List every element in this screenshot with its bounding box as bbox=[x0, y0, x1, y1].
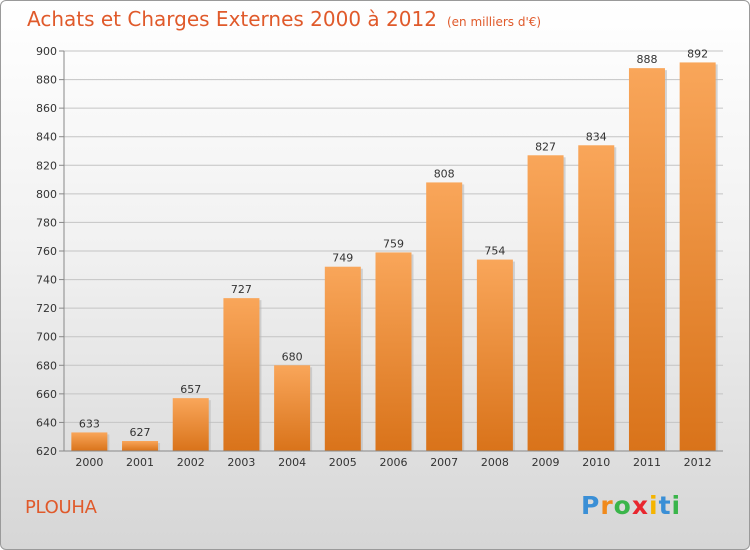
x-tick-label: 2012 bbox=[684, 456, 712, 469]
x-tick-label: 2008 bbox=[481, 456, 509, 469]
x-tick-label: 2004 bbox=[278, 456, 306, 469]
bar bbox=[578, 145, 615, 452]
y-tick-label: 800 bbox=[36, 188, 57, 201]
x-tick-label: 2009 bbox=[532, 456, 560, 469]
x-tick-label: 2000 bbox=[75, 456, 103, 469]
bar-value-label: 633 bbox=[79, 417, 100, 430]
bar bbox=[426, 182, 463, 451]
y-tick-label: 760 bbox=[36, 245, 57, 258]
y-tick-label: 900 bbox=[36, 45, 57, 58]
x-tick-label: 2011 bbox=[633, 456, 661, 469]
bar bbox=[527, 155, 564, 452]
x-tick-label: 2006 bbox=[380, 456, 408, 469]
bar bbox=[476, 259, 513, 451]
x-tick-label: 2001 bbox=[126, 456, 154, 469]
y-tick-label: 680 bbox=[36, 359, 57, 372]
logo-letter: o bbox=[613, 491, 632, 520]
x-axis: 2000 2001 2002 2003 2004 2005 2006 2007 2008 2009… bbox=[75, 456, 711, 469]
y-tick-label: 700 bbox=[36, 331, 57, 344]
bar-value-label: 627 bbox=[130, 426, 151, 439]
bar bbox=[223, 298, 260, 451]
x-tick-label: 2005 bbox=[329, 456, 357, 469]
location-label: PLOUHA bbox=[25, 497, 97, 518]
bar-value-label: 892 bbox=[687, 47, 708, 60]
chart-subtitle: (en milliers d'€) bbox=[446, 15, 542, 29]
bar-value-label: 727 bbox=[231, 283, 252, 296]
data-labels: 633 627 657 727 680 749 759 808 754 827 834 888 892 bbox=[79, 47, 708, 439]
bar-value-label: 754 bbox=[484, 245, 505, 258]
y-tick-label: 880 bbox=[36, 74, 57, 87]
bar-value-label: 808 bbox=[434, 167, 455, 180]
x-tick-label: 2007 bbox=[430, 456, 458, 469]
bar-value-label: 749 bbox=[332, 252, 353, 265]
bar bbox=[375, 252, 412, 451]
y-tick-label: 660 bbox=[36, 388, 57, 401]
chart-title: Achats et Charges Externes 2000 à 2012 bbox=[27, 7, 437, 31]
bar-value-label: 888 bbox=[636, 53, 657, 66]
bar-value-label: 759 bbox=[383, 237, 404, 250]
x-tick-label: 2010 bbox=[582, 456, 610, 469]
bar bbox=[274, 365, 311, 451]
bar-value-label: 680 bbox=[282, 350, 303, 363]
x-tick-label: 2002 bbox=[177, 456, 205, 469]
logo-letter: i bbox=[649, 491, 659, 520]
y-tick-label: 740 bbox=[36, 274, 57, 287]
y-tick-label: 640 bbox=[36, 416, 57, 429]
logo-letter: t bbox=[658, 491, 672, 520]
bar bbox=[71, 432, 108, 451]
bars bbox=[71, 62, 718, 452]
bar bbox=[172, 398, 209, 451]
logo-letter: r bbox=[600, 491, 614, 520]
y-tick-label: 720 bbox=[36, 302, 57, 315]
y-tick-label: 840 bbox=[36, 131, 57, 144]
logo-letter: i bbox=[671, 491, 682, 520]
bar-value-label: 657 bbox=[180, 383, 201, 396]
title-row: Achats et Charges Externes 2000 à 2012 (e… bbox=[27, 7, 541, 31]
logo-letter: x bbox=[631, 491, 649, 520]
y-tick-label: 820 bbox=[36, 159, 57, 172]
y-tick-label: 620 bbox=[36, 445, 57, 458]
bar bbox=[628, 68, 665, 452]
bar bbox=[324, 266, 361, 451]
y-tick-label: 860 bbox=[36, 102, 57, 115]
x-tick-label: 2003 bbox=[227, 456, 255, 469]
y-tick-label: 780 bbox=[36, 216, 57, 229]
bar bbox=[122, 441, 159, 451]
logo-letter: P bbox=[581, 491, 601, 520]
y-axis: 620 640 660 680 700 720 740 760 780 800 820 840 860 8… bbox=[36, 45, 723, 458]
bar-value-label: 834 bbox=[586, 130, 607, 143]
bar-value-label: 827 bbox=[535, 140, 556, 153]
proxiti-logo: Proxiti bbox=[581, 491, 681, 520]
bar bbox=[679, 62, 716, 452]
